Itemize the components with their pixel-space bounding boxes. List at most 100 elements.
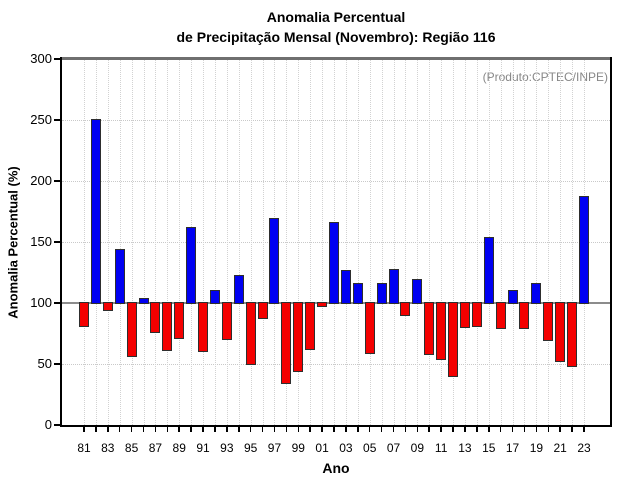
gridline-x-1993 <box>226 59 228 425</box>
y-tick <box>54 58 60 60</box>
gridline-x-2010 <box>429 59 431 425</box>
gridline-y-50 <box>62 364 610 365</box>
bar-1984 <box>114 249 125 305</box>
gridline-x-2018 <box>524 59 526 425</box>
x-tick <box>238 427 240 432</box>
x-tick <box>380 427 383 432</box>
gridline-x-2017 <box>512 59 514 425</box>
bar-1994 <box>233 274 244 305</box>
bar-2005 <box>364 302 375 354</box>
bar-2017 <box>507 289 518 305</box>
x-tick <box>464 427 466 432</box>
x-tick <box>154 427 157 432</box>
x-tick-label: 11 <box>434 441 448 455</box>
x-tick-label: 05 <box>363 441 377 455</box>
gridline-x-1989 <box>179 59 181 425</box>
gridline-y-200 <box>62 181 610 182</box>
bar-1991 <box>198 302 209 353</box>
x-tick-label: 99 <box>291 441 305 455</box>
x-tick-label: 89 <box>172 441 186 455</box>
bar-1988 <box>162 302 173 352</box>
x-tick <box>95 427 97 432</box>
bar-2006 <box>376 283 387 305</box>
y-tick-label: 200 <box>30 173 52 188</box>
bar-2010 <box>424 302 435 355</box>
gridline-x-2014 <box>476 59 478 425</box>
bar-2003 <box>340 270 351 305</box>
x-tick-label: 91 <box>196 441 210 455</box>
x-tick-label: 15 <box>482 441 496 455</box>
x-tick-label: 17 <box>505 441 520 455</box>
bar-1987 <box>150 302 161 333</box>
bar-2022 <box>567 302 578 367</box>
y-tick <box>54 302 60 304</box>
x-tick <box>226 427 228 432</box>
x-tick-label: 95 <box>243 441 258 455</box>
x-tick-label: 03 <box>339 441 353 455</box>
bar-2016 <box>495 302 506 330</box>
gridline-x-1981 <box>84 59 85 425</box>
gridline-x-2013 <box>464 59 466 425</box>
x-tick <box>404 427 407 432</box>
x-tick <box>297 427 300 432</box>
bar-1999 <box>293 302 304 372</box>
x-tick-label: 93 <box>220 441 234 455</box>
x-tick <box>214 427 216 432</box>
y-tick-label: 300 <box>30 51 52 66</box>
gridline-x-1988 <box>167 59 169 425</box>
x-tick <box>118 427 121 432</box>
bar-1993 <box>221 302 232 341</box>
bar-2023 <box>579 195 589 305</box>
x-tick <box>488 427 490 432</box>
gridline-x-1999 <box>298 59 300 425</box>
x-tick <box>428 427 430 432</box>
x-tick-label: 07 <box>386 441 401 455</box>
gridline-x-2001 <box>322 59 324 425</box>
x-tick <box>511 427 514 432</box>
y-tick <box>54 424 60 426</box>
x-tick <box>523 427 526 432</box>
gridline-x-2000 <box>310 59 312 425</box>
bar-1989 <box>174 302 185 339</box>
x-axis-line <box>60 425 612 427</box>
gridline-x-1998 <box>286 59 288 425</box>
bar-2012 <box>448 302 459 377</box>
x-tick <box>368 427 371 432</box>
y-tick <box>54 363 60 365</box>
x-tick-label: 13 <box>458 441 472 455</box>
gridline-x-1984 <box>119 59 121 425</box>
bar-2013 <box>459 302 470 328</box>
plot-top-border <box>62 57 610 60</box>
chart-title-line1: Anomalia Percentual <box>266 9 406 25</box>
x-tick <box>261 427 264 432</box>
gridline-x-1986 <box>143 59 145 425</box>
bar-1990 <box>186 227 197 305</box>
x-tick <box>83 427 85 432</box>
bar-2015 <box>483 237 494 305</box>
y-tick-label: 50 <box>37 356 52 371</box>
y-tick-label: 150 <box>30 234 52 249</box>
product-annotation: (Produto:CPTEC/INPE) <box>482 70 608 84</box>
y-tick-label: 100 <box>30 295 52 310</box>
x-tick-label: 97 <box>267 441 282 455</box>
x-tick-label: 21 <box>553 441 567 455</box>
bar-2007 <box>388 268 399 305</box>
gridline-x-1991 <box>203 59 205 425</box>
gridline-x-2020 <box>548 59 550 425</box>
bar-2008 <box>400 302 411 316</box>
bar-2014 <box>471 302 482 327</box>
y-tick <box>54 119 60 121</box>
bar-1992 <box>209 289 220 305</box>
bar-2011 <box>436 302 447 360</box>
gridline-x-2022 <box>572 59 574 425</box>
x-tick <box>392 427 395 432</box>
gridline-x-2003 <box>345 59 347 425</box>
x-tick <box>321 427 323 432</box>
bar-2020 <box>543 302 554 342</box>
gridline-x-1985 <box>131 59 133 425</box>
bar-2018 <box>519 302 530 330</box>
x-tick-label: 23 <box>577 441 591 455</box>
bar-2001 <box>317 302 328 308</box>
